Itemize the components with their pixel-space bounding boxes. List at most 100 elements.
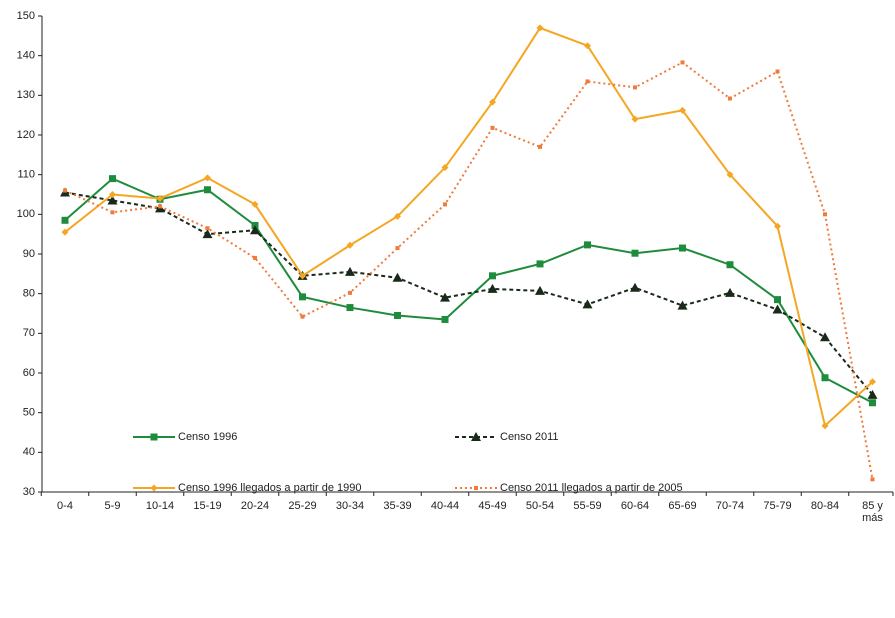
- legend-marker: [150, 484, 158, 492]
- x-tick-label: 25-29: [288, 500, 317, 512]
- series-line: [64, 26, 874, 428]
- series-line: [64, 177, 873, 404]
- marker: [299, 272, 306, 280]
- marker: [680, 60, 685, 65]
- marker: [441, 315, 449, 323]
- marker: [775, 69, 780, 74]
- marker: [440, 292, 450, 302]
- legend-label: Censo 2011 llegados a partir de 2005: [500, 482, 683, 494]
- marker: [774, 222, 781, 230]
- marker: [867, 389, 878, 399]
- y-tick-label: 70: [23, 327, 35, 339]
- marker: [869, 399, 876, 407]
- marker: [394, 212, 401, 220]
- legend-label: Censo 2011: [500, 431, 559, 443]
- marker: [109, 175, 116, 183]
- marker: [536, 24, 544, 32]
- marker: [61, 216, 69, 224]
- marker: [679, 106, 686, 114]
- marker: [109, 191, 116, 198]
- marker: [346, 241, 354, 249]
- x-tick-label: 85 y más: [862, 500, 883, 524]
- marker: [631, 115, 639, 123]
- marker: [395, 246, 400, 251]
- y-tick-label: 120: [17, 129, 35, 141]
- x-tick-label: 75-79: [763, 500, 792, 512]
- marker: [584, 42, 591, 50]
- marker: [346, 304, 354, 312]
- marker: [536, 260, 544, 268]
- marker: [630, 282, 640, 292]
- y-tick-label: 130: [17, 89, 35, 101]
- marker: [61, 228, 69, 236]
- marker: [345, 266, 355, 276]
- x-tick-label: 45-49: [478, 500, 507, 512]
- x-tick-label: 5-9: [104, 500, 121, 512]
- marker: [870, 477, 875, 482]
- marker: [820, 332, 830, 342]
- marker: [250, 225, 260, 235]
- marker: [679, 244, 686, 252]
- marker: [299, 293, 306, 301]
- legend-label: Censo 1996: [178, 431, 237, 443]
- marker: [725, 287, 735, 297]
- y-tick-label: 110: [17, 169, 35, 181]
- marker: [443, 202, 447, 207]
- marker: [158, 204, 162, 209]
- y-tick-label: 140: [17, 50, 35, 62]
- marker: [677, 300, 688, 310]
- marker: [728, 96, 732, 101]
- marker: [585, 79, 590, 84]
- marker: [633, 85, 637, 90]
- marker: [821, 374, 829, 382]
- legend-marker: [150, 433, 158, 441]
- x-tick-label: 30-34: [335, 500, 365, 512]
- x-tick-label: 65-69: [668, 500, 697, 512]
- marker: [726, 261, 734, 269]
- marker: [535, 285, 545, 295]
- marker: [821, 422, 829, 430]
- x-tick-label: 70-74: [715, 500, 745, 512]
- marker: [202, 229, 213, 239]
- x-tick-label: 0-4: [57, 500, 73, 512]
- marker: [869, 378, 876, 386]
- marker: [107, 195, 118, 205]
- marker: [584, 241, 591, 249]
- x-tick-label: 15-19: [193, 500, 222, 512]
- y-tick-label: 60: [23, 367, 35, 379]
- marker: [110, 210, 115, 215]
- y-tick-label: 80: [23, 288, 35, 300]
- x-tick-label: 40-44: [430, 500, 460, 512]
- marker: [348, 290, 352, 295]
- y-tick-label: 90: [23, 248, 35, 260]
- marker: [204, 174, 211, 182]
- marker: [394, 311, 401, 319]
- marker: [489, 98, 496, 106]
- series-line: [64, 61, 874, 480]
- marker: [253, 255, 257, 260]
- y-tick-label: 30: [23, 486, 35, 498]
- marker: [582, 299, 593, 309]
- marker: [392, 272, 403, 282]
- marker: [631, 249, 639, 257]
- y-tick-label: 50: [23, 407, 35, 419]
- x-tick-label: 50-54: [525, 500, 555, 512]
- x-tick-label: 20-24: [240, 500, 270, 512]
- x-tick-label: 35-39: [383, 500, 412, 512]
- marker: [251, 200, 259, 208]
- marker: [774, 296, 781, 304]
- legend-marker: [471, 432, 481, 441]
- marker: [490, 125, 495, 130]
- y-tick-label: 150: [17, 10, 35, 22]
- marker: [205, 226, 210, 231]
- legend-marker: [474, 486, 478, 490]
- series-line: [64, 191, 874, 396]
- legend-label: Censo 1996 llegados a partir de 1990: [178, 482, 361, 494]
- marker: [489, 272, 496, 280]
- x-tick-label: 60-64: [620, 500, 650, 512]
- marker: [156, 194, 164, 202]
- marker: [300, 314, 305, 319]
- marker: [441, 164, 449, 172]
